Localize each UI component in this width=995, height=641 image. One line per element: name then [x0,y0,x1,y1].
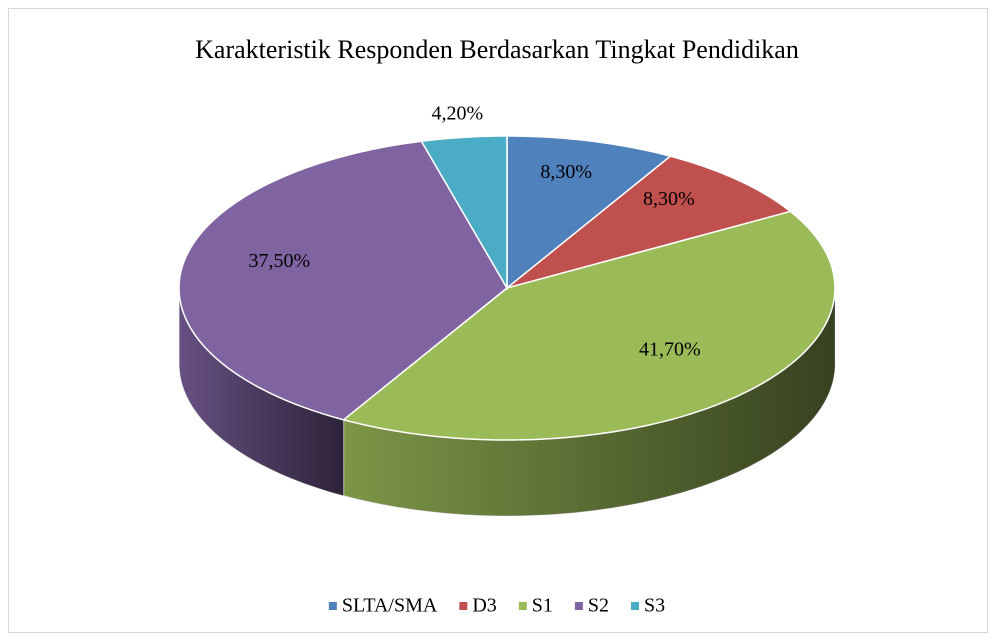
pie-slice [341,210,836,441]
legend-swatch [459,602,468,610]
legend-label: D3 [472,595,496,617]
pie-side-shade [179,288,344,496]
pie-slice [506,155,793,289]
legend-label: S1 [532,595,553,617]
pie-slice [420,135,508,291]
legend-swatch [631,602,640,610]
data-label: 41,70% [639,339,701,361]
pie-side-shade [343,288,835,516]
legend-label: S3 [644,595,665,617]
legend-label: S2 [588,595,609,617]
data-label: 8,30% [540,161,592,183]
pie-slice [178,140,508,421]
data-label: 4,20% [432,102,484,124]
legend-swatch [518,602,527,610]
pie-slice [506,135,673,290]
legend-label: SLTA/SMA [342,595,438,617]
legend-swatch [328,602,337,610]
data-label: 37,50% [248,250,310,272]
legend: SLTA/SMA D3 S1 S2 S3 [328,595,665,617]
chart-title: Karakteristik Responden Berdasarkan Ting… [195,35,799,64]
data-label: 8,30% [643,188,695,210]
legend-swatch [574,602,583,610]
